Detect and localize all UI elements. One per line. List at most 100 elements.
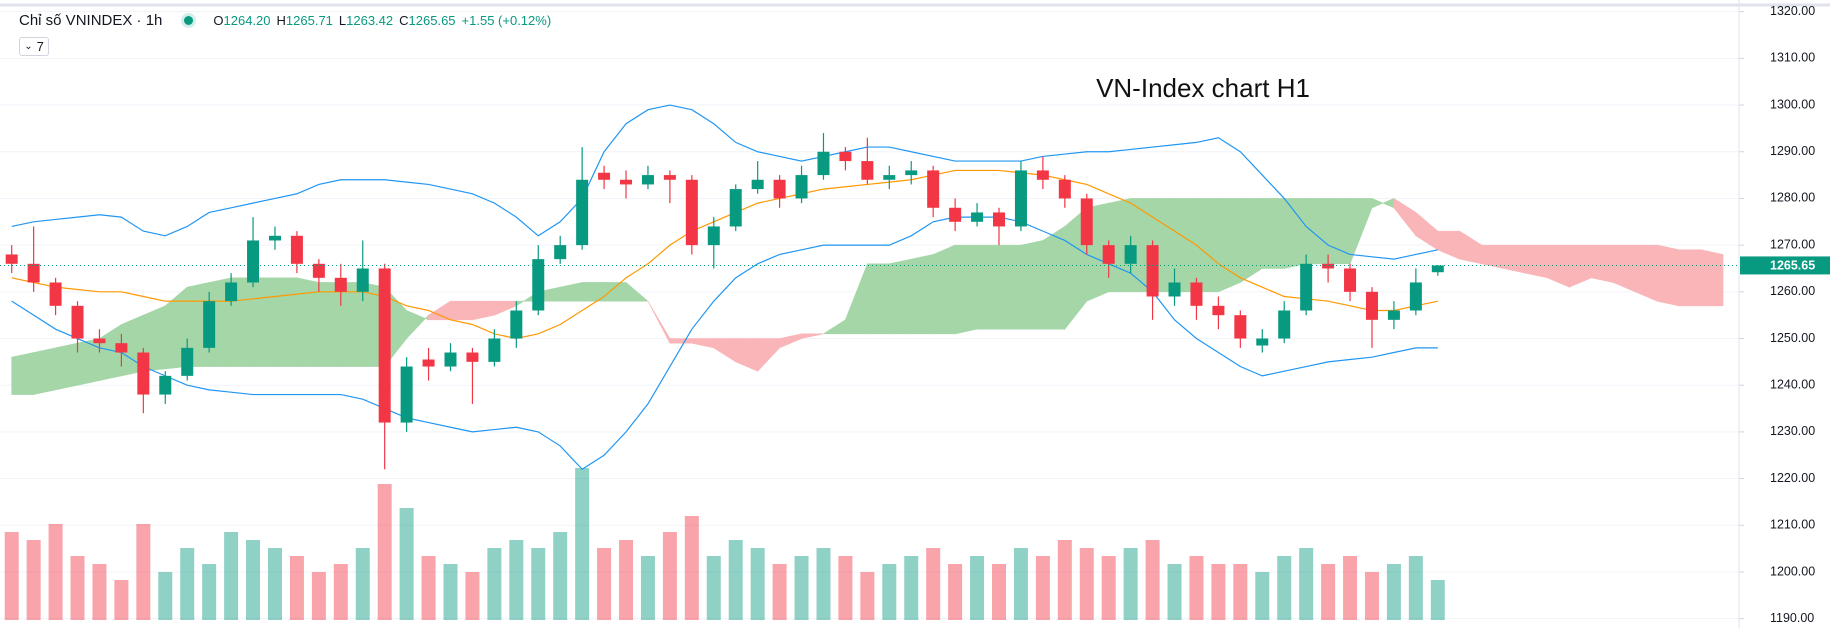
- cloud-segment: [1437, 230, 1461, 260]
- cloud-segment: [867, 263, 890, 335]
- cloud-segment: [932, 244, 956, 335]
- volume-bar: [158, 572, 173, 620]
- volume-bar: [1321, 564, 1336, 620]
- cloud-segment: [559, 282, 583, 302]
- change: +1.55 (+0.12%): [461, 13, 552, 28]
- volume-bar: [1101, 556, 1116, 620]
- candle-body: [729, 189, 742, 227]
- ohlc: O1264.20 H1265.71 L1263.42 C1265.65: [207, 12, 455, 29]
- cloud-segment: [1327, 198, 1351, 265]
- candle-body: [1014, 170, 1027, 227]
- candle-body: [510, 310, 523, 339]
- ohlc-key: O: [213, 13, 224, 28]
- volume-bar: [662, 532, 677, 620]
- y-tick-label: 1280.00: [1770, 191, 1815, 205]
- cloud-segment: [1569, 244, 1592, 288]
- volume-bar: [377, 484, 392, 620]
- cloud-segment: [472, 300, 495, 321]
- volume-bar: [750, 548, 765, 620]
- candle-body: [971, 212, 984, 222]
- volume-bar: [1079, 548, 1094, 620]
- ohlc-value: 1264.20: [223, 13, 271, 28]
- ohlc-value: 1265.65: [408, 13, 456, 28]
- indicator-count: 7: [36, 39, 44, 54]
- volume-bar: [1035, 556, 1050, 620]
- candle-body: [115, 343, 128, 353]
- volume-bar: [421, 556, 436, 620]
- cloud-segment: [340, 282, 364, 367]
- cloud-segment: [318, 282, 342, 367]
- volume-bar: [1013, 548, 1028, 620]
- legend-header: Chỉ số VNINDEX · 1h O1264.20 H1265.71 L126…: [19, 12, 551, 29]
- candle-body: [268, 235, 281, 241]
- volume-bar: [684, 516, 699, 620]
- volume-bar: [509, 540, 524, 620]
- cloud-segment: [1240, 198, 1263, 284]
- indicator-toggle[interactable]: ⌄ 7: [19, 37, 49, 56]
- cloud-segment: [1634, 244, 1658, 302]
- candle-body: [1036, 170, 1049, 180]
- cloud-segment: [822, 319, 846, 335]
- volume-bar: [48, 524, 63, 620]
- volume-bar: [202, 564, 217, 620]
- volume-bar: [70, 556, 85, 620]
- cloud-segment: [1283, 198, 1307, 269]
- volume-bar: [267, 548, 282, 620]
- cloud-segment: [1656, 244, 1680, 307]
- cloud-segment: [77, 338, 100, 386]
- volume-bar: [882, 564, 897, 620]
- candle-body: [576, 179, 589, 246]
- volume-bar: [399, 508, 414, 620]
- volume-bar: [1430, 580, 1445, 620]
- bollinger-upper: [11, 104, 1438, 260]
- volume-bar: [1277, 556, 1292, 620]
- cloud-segment: [910, 254, 934, 335]
- volume-bar: [1408, 556, 1423, 620]
- candle-body: [1168, 282, 1181, 297]
- chart-title: VN-Index chart H1: [1096, 73, 1310, 103]
- cloud-segment: [1393, 197, 1417, 237]
- volume-bar: [1233, 564, 1248, 620]
- status-dot: [184, 16, 194, 25]
- candle-body: [444, 352, 457, 367]
- y-tick-label: 1210.00: [1770, 518, 1815, 532]
- cloud-segment: [1261, 198, 1285, 269]
- volume-bar: [1189, 556, 1204, 620]
- candle-body: [620, 179, 633, 185]
- candle-body: [49, 282, 62, 306]
- candle-body: [247, 240, 260, 283]
- cloud-segment: [296, 277, 320, 367]
- volume-bar: [1167, 564, 1182, 620]
- volume-bar: [136, 524, 151, 620]
- cloud-segment: [647, 301, 671, 344]
- volume-bar: [597, 548, 612, 620]
- candle-body: [1080, 198, 1093, 246]
- volume-bar: [1123, 548, 1138, 620]
- bollinger-lower: [11, 216, 1438, 471]
- volume-bar: [948, 564, 963, 620]
- candle-body: [378, 268, 391, 423]
- candle-body: [159, 375, 172, 395]
- volume-bar: [311, 572, 326, 620]
- volume-bar: [706, 556, 721, 620]
- candle-body: [1146, 245, 1159, 297]
- volume-bar: [575, 468, 590, 620]
- candle-body: [1365, 291, 1378, 320]
- y-tick-label: 1220.00: [1770, 471, 1815, 485]
- volume-bar: [816, 548, 831, 620]
- y-tick-label: 1250.00: [1770, 331, 1815, 345]
- cloud-segment: [998, 244, 1022, 330]
- volume-bar: [92, 564, 107, 620]
- candle-body: [1278, 310, 1291, 339]
- bollinger-basis: [11, 169, 1438, 340]
- candle-body: [1234, 315, 1247, 339]
- volume-bar: [465, 572, 480, 620]
- candle-body: [1058, 179, 1071, 199]
- cloud-segment: [669, 338, 693, 344]
- volume-bar: [838, 556, 853, 620]
- y-tick-label: 1260.00: [1770, 284, 1815, 298]
- candle-body: [5, 254, 18, 264]
- cloud-segment: [1305, 198, 1329, 265]
- volume-bar: [1057, 540, 1072, 620]
